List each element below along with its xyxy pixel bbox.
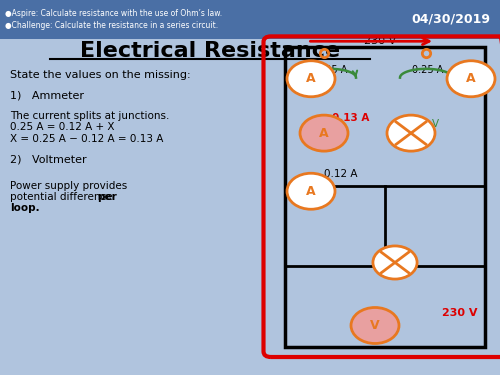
Circle shape [351,308,399,344]
Text: 0.25 A = 0.12 A + X: 0.25 A = 0.12 A + X [10,123,115,132]
Text: The current splits at junctions.: The current splits at junctions. [10,111,170,121]
Text: 0.13 A: 0.13 A [332,113,369,123]
Circle shape [287,61,335,97]
Text: V: V [370,319,380,332]
Text: X = 0.25 A − 0.12 A = 0.13 A: X = 0.25 A − 0.12 A = 0.13 A [10,134,164,144]
Text: Electrical Resistance: Electrical Resistance [80,40,340,61]
Text: A: A [306,185,316,198]
FancyBboxPatch shape [0,0,500,39]
Circle shape [387,115,435,151]
Text: A: A [466,72,476,85]
Text: A: A [319,127,329,140]
Circle shape [287,173,335,209]
Text: loop.: loop. [10,203,40,213]
Text: 230 V: 230 V [442,308,478,318]
Text: 2)   Voltmeter: 2) Voltmeter [10,154,86,164]
Text: per: per [98,192,117,202]
Circle shape [373,246,417,279]
Text: ●Challenge: Calculate the resistance in a series circuit.: ●Challenge: Calculate the resistance in … [5,21,218,30]
Text: 1)   Ammeter: 1) Ammeter [10,91,84,101]
Text: Power supply provides: Power supply provides [10,181,127,190]
Text: 0.25 A: 0.25 A [316,65,348,75]
Text: 0.25 A: 0.25 A [412,65,443,75]
Text: 0.12 A: 0.12 A [324,170,358,179]
Text: potential difference: potential difference [10,192,116,202]
Text: State the values on the missing:: State the values on the missing: [10,70,190,80]
Text: ●Aspire: Calculate resistance with the use of Ohm’s law.: ●Aspire: Calculate resistance with the u… [5,9,222,18]
Circle shape [447,61,495,97]
Circle shape [300,115,348,151]
Text: 230 V: 230 V [409,120,439,129]
Text: 230 V: 230 V [364,36,396,46]
Text: A: A [306,72,316,85]
Text: 04/30/2019: 04/30/2019 [411,12,490,25]
